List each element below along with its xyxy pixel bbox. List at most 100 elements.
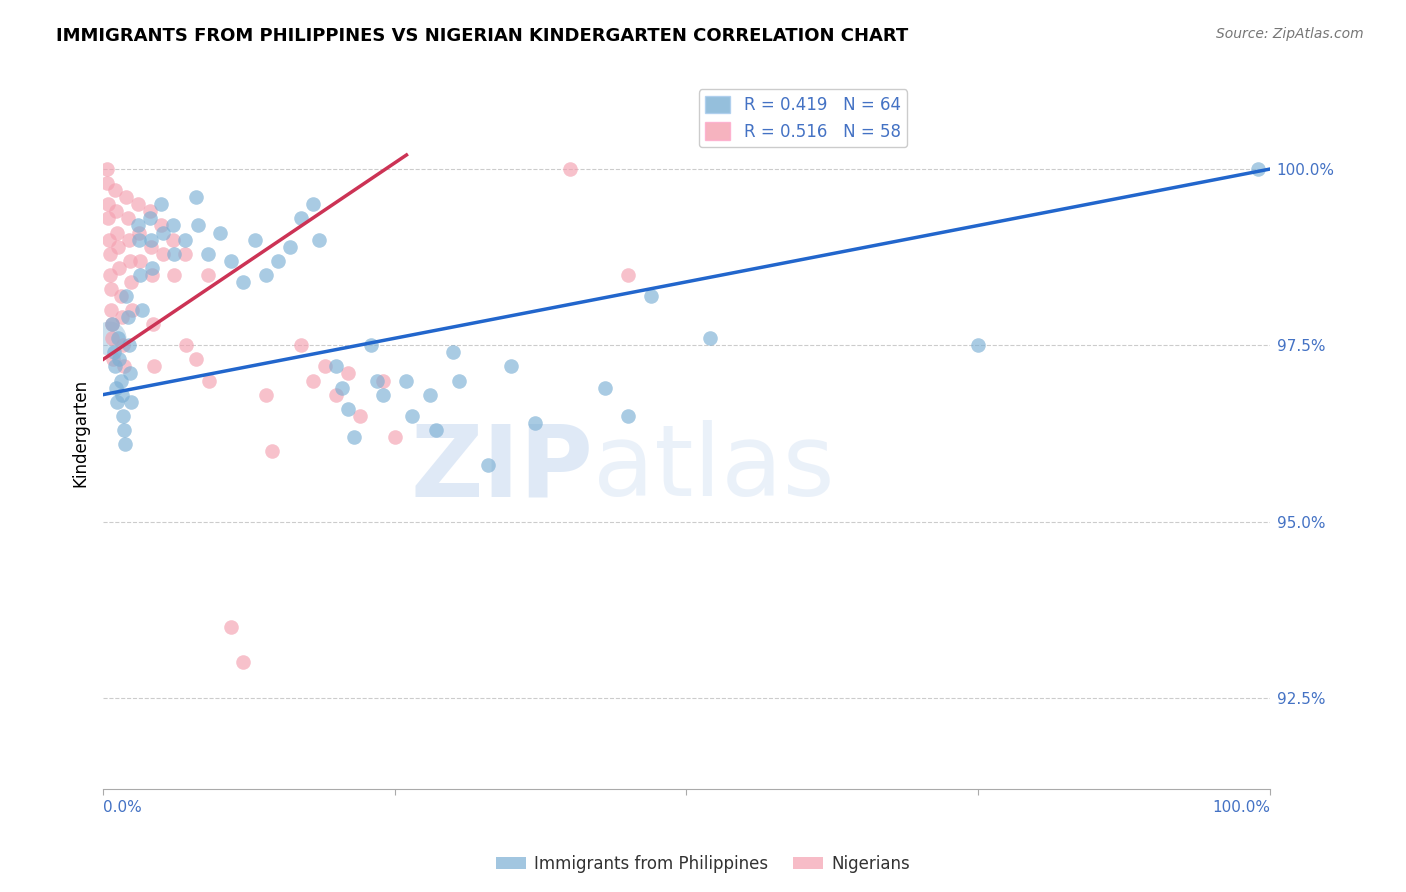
Point — [96, 176, 118, 190]
Point — [127, 197, 149, 211]
Text: ZIP: ZIP — [411, 420, 593, 517]
Point — [501, 359, 523, 374]
Point — [120, 394, 142, 409]
Legend: Immigrants from Philippines, Nigerians: Immigrants from Philippines, Nigerians — [489, 848, 917, 880]
Point — [104, 359, 127, 374]
Point — [97, 197, 120, 211]
Point — [640, 289, 662, 303]
Point — [447, 374, 470, 388]
Point — [128, 226, 150, 240]
Point — [101, 331, 124, 345]
Point — [112, 423, 135, 437]
Point — [150, 197, 173, 211]
Point — [343, 430, 366, 444]
Text: 0.0%: 0.0% — [103, 800, 142, 815]
Point — [163, 246, 186, 260]
Point — [163, 268, 186, 282]
Point — [104, 381, 127, 395]
Point — [103, 345, 125, 359]
Point — [111, 310, 134, 324]
Point — [98, 268, 121, 282]
Point — [371, 374, 394, 388]
Point — [97, 233, 120, 247]
Point — [100, 303, 122, 318]
Point — [290, 211, 312, 226]
Point — [593, 381, 616, 395]
Point — [441, 345, 464, 359]
Point — [330, 381, 353, 395]
Point — [129, 253, 152, 268]
Point — [101, 352, 124, 367]
Point — [101, 317, 124, 331]
Point — [314, 359, 336, 374]
Point — [142, 317, 165, 331]
Point — [308, 233, 330, 247]
Point — [152, 226, 174, 240]
Point — [477, 458, 499, 472]
Point — [127, 219, 149, 233]
Point — [162, 219, 184, 233]
Point — [97, 331, 120, 345]
Point — [139, 239, 162, 253]
Point — [967, 338, 990, 352]
Point — [152, 246, 174, 260]
Point — [290, 338, 312, 352]
Point — [139, 204, 162, 219]
Point — [395, 374, 418, 388]
Point — [104, 204, 127, 219]
Point — [267, 253, 290, 268]
Point — [186, 190, 208, 204]
Point — [371, 387, 394, 401]
Point — [617, 409, 640, 423]
Point — [162, 233, 184, 247]
Point — [366, 374, 388, 388]
Point — [325, 387, 347, 401]
Point — [101, 317, 124, 331]
Point — [325, 359, 347, 374]
Point — [104, 183, 127, 197]
Point — [139, 233, 162, 247]
Point — [105, 226, 128, 240]
Point — [256, 387, 278, 401]
Point — [232, 656, 254, 670]
Point — [302, 374, 325, 388]
Point — [232, 275, 254, 289]
Point — [401, 409, 423, 423]
Point — [107, 239, 129, 253]
Text: Source: ZipAtlas.com: Source: ZipAtlas.com — [1216, 27, 1364, 41]
Point — [173, 246, 195, 260]
Point — [143, 359, 166, 374]
Point — [208, 226, 231, 240]
Point — [108, 260, 131, 275]
Point — [384, 430, 406, 444]
Point — [141, 260, 163, 275]
Point — [360, 338, 382, 352]
Point — [114, 437, 136, 451]
Point — [186, 352, 208, 367]
Point — [141, 268, 163, 282]
Point — [174, 338, 197, 352]
Point — [337, 367, 360, 381]
Point — [129, 268, 152, 282]
Point — [262, 444, 284, 458]
Point — [111, 387, 134, 401]
Point — [98, 246, 121, 260]
Text: IMMIGRANTS FROM PHILIPPINES VS NIGERIAN KINDERGARTEN CORRELATION CHART: IMMIGRANTS FROM PHILIPPINES VS NIGERIAN … — [56, 27, 908, 45]
Point — [419, 387, 441, 401]
Point — [110, 289, 132, 303]
Point — [139, 211, 162, 226]
Point — [337, 401, 360, 416]
Point — [221, 253, 243, 268]
Point — [150, 219, 173, 233]
Y-axis label: Kindergarten: Kindergarten — [72, 379, 89, 487]
Point — [197, 246, 219, 260]
Point — [302, 197, 325, 211]
Point — [128, 233, 150, 247]
Point — [187, 219, 209, 233]
Point — [112, 359, 135, 374]
Point — [97, 211, 120, 226]
Point — [243, 233, 266, 247]
Point — [197, 268, 219, 282]
Point — [118, 338, 141, 352]
Point — [425, 423, 447, 437]
